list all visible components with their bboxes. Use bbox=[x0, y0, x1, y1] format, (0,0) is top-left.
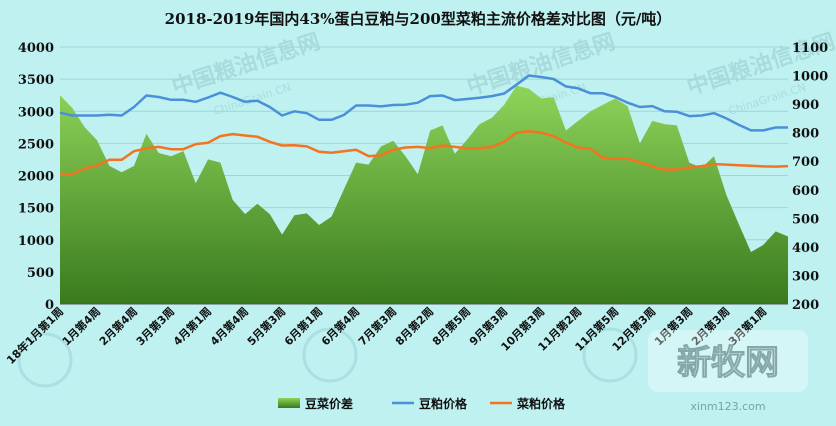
y-axis-right: 200 300 400 500 600 700 800 900 1000 1100 bbox=[792, 41, 828, 313]
watermark-logo-icon bbox=[582, 327, 638, 383]
y-right-tick-label: 400 bbox=[792, 241, 819, 256]
y-left-tick-label: 500 bbox=[27, 266, 54, 281]
brand-watermark: 新牧网 xinm123.com bbox=[648, 330, 808, 413]
x-tick-label: 8月第5周 bbox=[429, 304, 473, 348]
x-tick-label: 5月第3周 bbox=[244, 304, 288, 348]
x-tick-label: 7月第3周 bbox=[355, 304, 399, 348]
x-tick-label: 1月第4周 bbox=[59, 304, 103, 348]
y-left-tick-label: 3500 bbox=[18, 73, 54, 88]
watermark-logo-icon bbox=[302, 327, 358, 383]
x-tick-label: 2月第4周 bbox=[96, 304, 140, 348]
x-tick-label: 6月第1周 bbox=[281, 304, 325, 348]
x-tick-label: 8月第2周 bbox=[392, 304, 436, 348]
legend: 豆菜价差 豆粕价格 菜粕价格 bbox=[278, 396, 566, 411]
legend-swatch-area bbox=[278, 398, 300, 408]
y-right-tick-label: 500 bbox=[792, 212, 819, 227]
line-series-soymeal bbox=[59, 74, 788, 132]
legend-label: 菜粕价格 bbox=[516, 396, 566, 411]
watermark-logo-icon bbox=[17, 332, 73, 388]
y-right-tick-label: 800 bbox=[792, 127, 819, 142]
y-left-tick-label: 3000 bbox=[18, 105, 54, 120]
watermark-text-cn: 中国粮油信息网 bbox=[169, 28, 324, 100]
brand-logo-icon bbox=[648, 330, 808, 392]
area-series bbox=[60, 85, 788, 304]
y-left-tick-label: 1500 bbox=[18, 202, 54, 217]
x-tick-label: 4月第1周 bbox=[170, 304, 214, 348]
x-tick-label: 4月第4周 bbox=[207, 304, 251, 348]
y-axis-left: 0 500 1000 1500 2000 2500 3000 3500 4000 bbox=[18, 41, 54, 313]
y-left-tick-label: 4000 bbox=[18, 41, 54, 56]
watermark-text-en: ChinaGrain.CN bbox=[212, 81, 293, 118]
y-left-tick-label: 2500 bbox=[18, 137, 54, 152]
y-right-tick-label: 900 bbox=[792, 98, 819, 113]
x-tick-label: 3月第3周 bbox=[133, 304, 177, 348]
area-series-price-spread bbox=[60, 85, 788, 304]
legend-label: 豆菜价差 bbox=[305, 396, 353, 411]
x-tick-label: 6月第4周 bbox=[318, 304, 362, 348]
y-left-tick-label: 2000 bbox=[18, 170, 54, 185]
watermark-text-cn: 中国粮油信息网 bbox=[464, 28, 619, 100]
watermark-text-cn: 中国粮油信息网 bbox=[684, 28, 836, 100]
line-series-rapeseed-meal bbox=[60, 129, 789, 176]
legend-label: 豆粕价格 bbox=[419, 396, 468, 411]
y-right-tick-label: 1000 bbox=[792, 70, 828, 85]
y-left-tick-label: 1000 bbox=[18, 234, 54, 249]
y-right-tick-label: 700 bbox=[792, 155, 819, 170]
chart-title: 2018-2019年国内43%蛋白豆粕与200型菜粕主流价格差对比图（元/吨） bbox=[165, 10, 672, 28]
brand-name: 新牧网 bbox=[677, 343, 779, 383]
y-left-tick-label: 0 bbox=[45, 298, 54, 313]
y-right-tick-label: 1100 bbox=[792, 41, 828, 56]
y-right-tick-label: 200 bbox=[792, 298, 819, 313]
brand-url: xinm123.com bbox=[690, 400, 765, 413]
y-right-tick-label: 600 bbox=[792, 184, 819, 199]
y-right-tick-label: 300 bbox=[792, 269, 819, 284]
line-series bbox=[59, 74, 789, 176]
